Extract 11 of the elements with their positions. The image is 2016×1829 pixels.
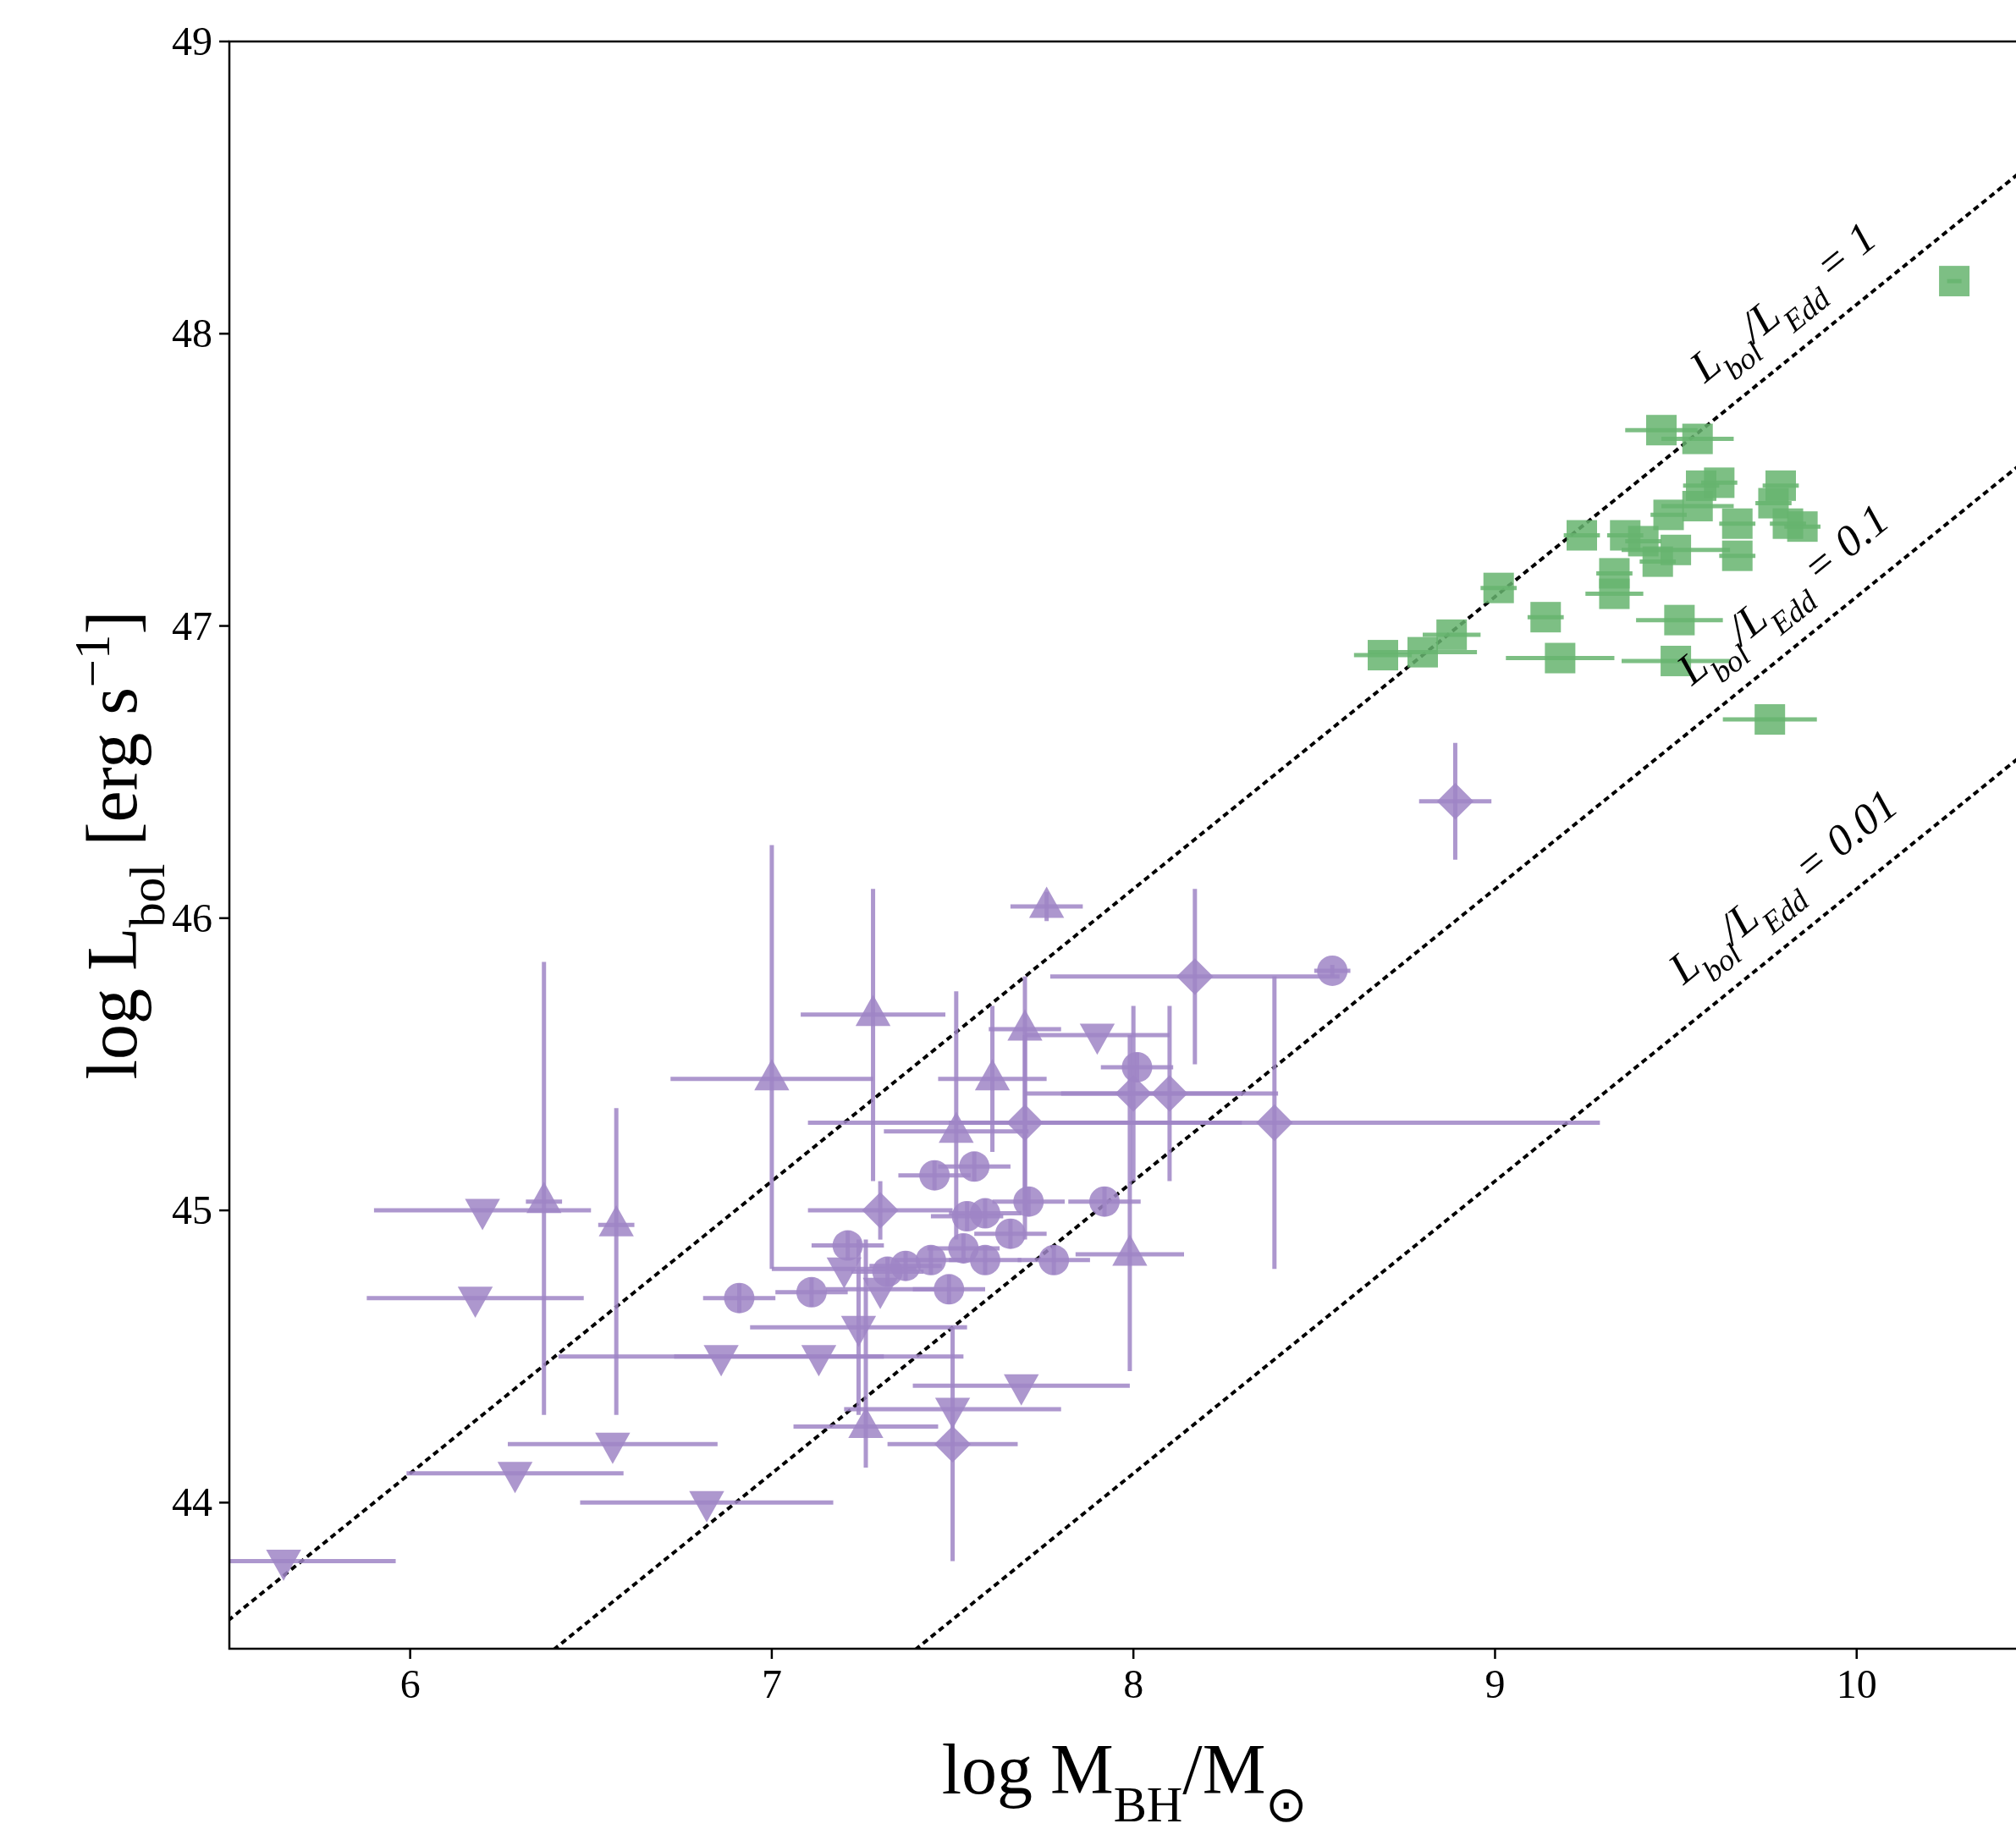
y-tick-label: 49 (172, 19, 212, 63)
y-tick-label: 44 (172, 1479, 212, 1525)
x-tick-label: 7 (761, 1661, 782, 1706)
x-tick-label: 10 (1836, 1661, 1877, 1706)
x-tick-label: 6 (399, 1661, 421, 1706)
y-tick-label: 48 (172, 311, 212, 356)
x-axis-title: log M$_{BH}$/M$_{⊙}$ (941, 1730, 1308, 1829)
x-tick-label: 8 (1123, 1661, 1144, 1706)
x-tick-label: 9 (1484, 1661, 1506, 1706)
y-tick-label: 45 (172, 1187, 212, 1233)
y-tick-label: 47 (172, 603, 212, 648)
